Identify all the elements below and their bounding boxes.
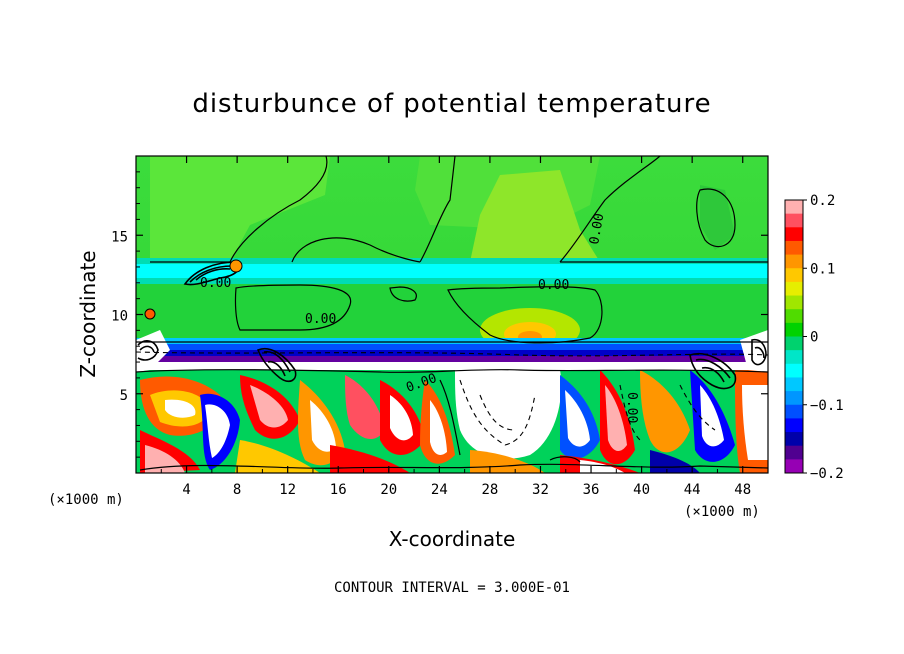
contour-label: 0.00 [624,392,639,423]
colorbar [785,200,803,474]
colorbar-swatch [785,295,803,310]
colorbar-swatch [785,391,803,406]
colorbar-tick-label: 0.2 [810,193,835,209]
y-axis-title: Z-coordinate [76,250,100,377]
colorbar-tick-label: 0.1 [810,261,835,277]
x-tick-label: 24 [431,482,448,498]
colorbar-tick-label: −0.2 [810,466,844,482]
contour-lines [136,156,768,471]
field-spot [144,308,156,320]
field-band [136,356,768,362]
field-band [136,278,768,284]
field-patch [740,330,768,372]
x-axis-title: X-coordinate [389,527,516,551]
colorbar-swatch [785,213,803,228]
x-tick-label: 44 [684,482,701,498]
x-tick-label: 40 [633,482,650,498]
x-unit-label-right: (×1000 m) [684,504,760,520]
field-spot [229,259,243,273]
plot-area: 0.00 0.00 0.00 0.00 0.00 0.00 [136,156,768,473]
field-band [136,258,768,264]
colorbar-swatch [785,336,803,351]
field-patch [700,185,735,250]
x-tick-label: 8 [233,482,241,498]
x-tick-label: 32 [532,482,549,498]
x-tick-label: 20 [380,482,397,498]
colorbar-tick-label: 0 [810,330,818,346]
contour-clusters [137,261,767,390]
x-tick-label: 48 [734,482,751,498]
x-tick-label: 12 [279,482,296,498]
colorbar-swatch [785,254,803,269]
field-band [136,338,768,344]
turbulent-region [140,370,768,473]
colorbar-swatch [785,227,803,242]
field-band [136,264,768,278]
colorbar-swatch [785,377,803,392]
field-patch [150,156,330,262]
contour-label: 0.00 [587,212,607,245]
x-unit-label-left: (×1000 m) [48,492,124,508]
y-axis-ticks: 5 10 15 [111,171,768,458]
field-band [136,362,768,370]
colorbar-swatch [785,281,803,297]
y-tick-label: 5 [120,388,128,404]
colorbar-swatch [785,418,803,433]
field-patch [136,284,768,342]
colorbar-swatch [785,459,803,474]
colorbar-swatch [785,363,803,378]
colorbar-swatch [785,350,803,365]
x-tick-label: 4 [182,482,190,498]
y-tick-label: 15 [111,229,128,245]
contour-label: 0.00 [200,276,231,291]
colorbar-swatch [785,268,803,283]
contour-label: 0.00 [538,278,569,293]
colorbar-swatch [785,240,803,256]
colorbar-swatch [785,432,803,447]
contour-lines-dashed [136,351,768,446]
x-tick-label: 16 [330,482,347,498]
colorbar-tick-label: −0.1 [810,398,844,414]
field-patch [470,170,600,262]
colorbar-swatch [785,309,803,324]
x-axis-ticks: 4 8 12 16 20 24 28 32 36 40 44 48 [160,156,751,498]
colorbar-ticks: 0.2 0.1 0 −0.1 −0.2 [803,193,844,482]
contour-label: 0.00 [305,312,336,327]
colorbar-swatch [785,322,803,337]
contour-interval-note: CONTOUR INTERVAL = 3.000E-01 [334,580,570,596]
y-tick-label: 10 [111,309,128,325]
colorbar-swatch [785,445,803,460]
colorbar-swatch [785,200,803,215]
colorbar-swatch [785,404,803,419]
field-band [136,344,768,350]
x-tick-label: 36 [583,482,600,498]
chart-title: disturbunce of potential temperature [192,89,711,119]
x-tick-label: 28 [481,482,498,498]
